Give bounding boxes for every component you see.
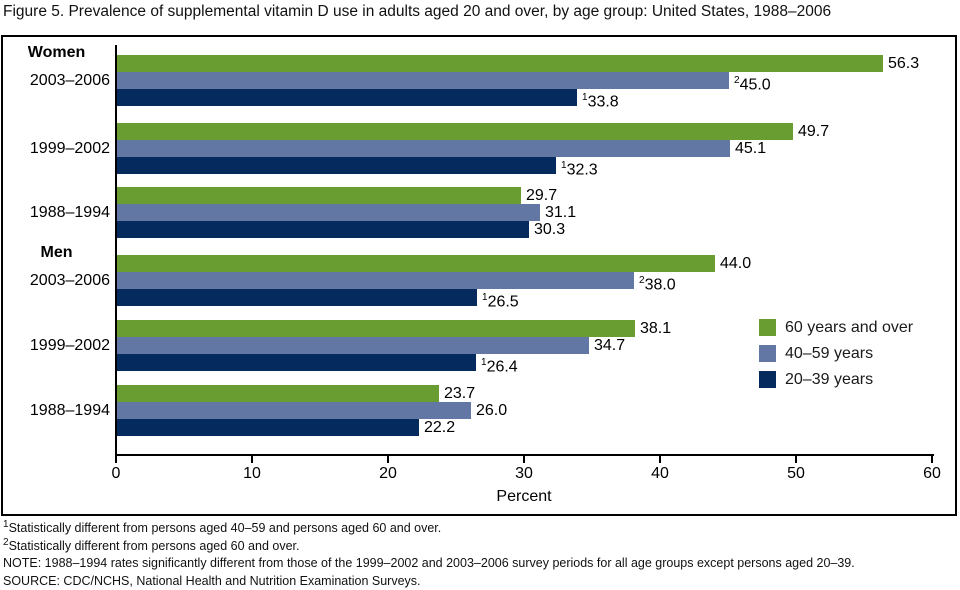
bar-60-years-and-over	[117, 255, 715, 272]
bar-40-59-years	[117, 272, 634, 289]
legend-item-60-years-and-over: 60 years and over	[759, 319, 913, 336]
period-label: 2003–2006	[29, 72, 110, 89]
legend-swatch-60-years-and-over	[759, 319, 776, 336]
bar-60-years-and-over	[117, 55, 883, 72]
legend-item-20-39-years: 20–39 years	[759, 371, 873, 388]
bar-value-label: 31.1	[545, 204, 577, 221]
bar-40-59-years	[117, 402, 471, 419]
x-axis-tick-label: 30	[515, 465, 533, 482]
bar-value-label: 133.8	[582, 92, 619, 111]
bar-20-39-years	[117, 419, 419, 436]
x-axis-tick	[795, 454, 797, 463]
period-label: 1999–2002	[29, 337, 110, 354]
significance-superscript: 2	[734, 75, 740, 86]
x-axis-tick-label: 60	[923, 465, 941, 482]
legend-swatch-40-59-years	[759, 345, 776, 362]
bar-value-label: 238.0	[639, 275, 676, 294]
x-axis-tick-label: 40	[651, 465, 669, 482]
figure-title: Figure 5. Prevalence of supplemental vit…	[3, 3, 832, 20]
significance-superscript: 1	[482, 292, 488, 303]
legend-label: 20–39 years	[785, 371, 874, 388]
chart-plot-area: Women 2003–2006 56.3 245.0 133.8 1999–2002 49.…	[3, 37, 955, 514]
bar-value-label: 44.0	[720, 255, 752, 272]
x-axis-tick-label: 20	[379, 465, 397, 482]
bar-value-label: 34.7	[594, 337, 626, 354]
bar-60-years-and-over	[117, 320, 635, 337]
bar-value-label: 45.1	[735, 140, 767, 157]
x-axis-tick-label: 50	[787, 465, 805, 482]
x-axis-tick	[387, 454, 389, 463]
legend-item-40-59-years: 40–59 years	[759, 345, 873, 362]
section-label-women: Women	[27, 44, 86, 61]
bar-60-years-and-over	[117, 123, 793, 140]
x-axis-title: Percent	[496, 488, 552, 505]
bar-20-39-years	[117, 89, 577, 106]
bar-value-label: 23.7	[444, 385, 476, 402]
bar-value-label: 126.4	[481, 357, 518, 376]
significance-superscript: 1	[561, 160, 567, 171]
footnote-2: 2Statistically different from persons ag…	[3, 537, 957, 553]
x-axis-tick	[115, 454, 117, 463]
chart-frame: Women 2003–2006 56.3 245.0 133.8 1999–2002 49.…	[1, 35, 957, 516]
x-axis-tick-label: 0	[111, 465, 121, 482]
significance-superscript: 1	[582, 92, 588, 103]
footnote-2-text: Statistically different from persons age…	[8, 539, 300, 554]
footnote-note: NOTE: 1988–1994 rates significantly diff…	[3, 556, 957, 570]
bar-value-label: 56.3	[888, 55, 920, 72]
bar-40-59-years	[117, 72, 729, 89]
footnote-note-text: NOTE: 1988–1994 rates significantly diff…	[3, 556, 855, 570]
footnote-1: 1Statistically different from persons ag…	[3, 519, 957, 535]
legend-label: 60 years and over	[785, 319, 914, 336]
bar-value-label: 22.2	[424, 419, 456, 436]
bar-20-39-years	[117, 354, 476, 371]
bar-value-label: 245.0	[734, 75, 771, 94]
bar-value-label: 30.3	[534, 221, 566, 238]
bar-value-label: 132.3	[561, 160, 598, 179]
period-label: 1988–1994	[29, 204, 110, 221]
footnote-source: SOURCE: CDC/NCHS, National Health and Nu…	[3, 574, 957, 588]
period-label: 1988–1994	[29, 402, 110, 419]
period-label: 2003–2006	[29, 272, 110, 289]
bar-60-years-and-over	[117, 385, 439, 402]
footnote-2-marker: 2	[3, 537, 9, 548]
y-axis-line	[115, 45, 117, 456]
period-label: 1999–2002	[29, 140, 110, 157]
legend-label: 40–59 years	[785, 345, 874, 362]
bar-40-59-years	[117, 337, 589, 354]
bar-40-59-years	[117, 204, 540, 221]
x-axis-tick	[523, 454, 525, 463]
bar-60-years-and-over	[117, 187, 521, 204]
section-label-men: Men	[40, 244, 73, 261]
bar-20-39-years	[117, 289, 477, 306]
footnote-source-text: SOURCE: CDC/NCHS, National Health and Nu…	[3, 574, 421, 588]
x-axis-tick	[659, 454, 661, 463]
significance-superscript: 2	[639, 275, 645, 286]
x-axis-tick-label: 10	[243, 465, 261, 482]
legend-swatch-20-39-years	[759, 371, 776, 388]
footnote-1-marker: 1	[3, 519, 9, 530]
bar-value-label: 38.1	[640, 320, 672, 337]
bar-20-39-years	[117, 221, 529, 238]
bar-value-label: 26.0	[476, 402, 508, 419]
x-axis-tick	[251, 454, 253, 463]
footnote-1-text: Statistically different from persons age…	[8, 521, 442, 536]
bar-value-label: 49.7	[798, 123, 830, 140]
bar-value-label: 29.7	[526, 187, 558, 204]
bar-20-39-years	[117, 157, 556, 174]
bar-40-59-years	[117, 140, 730, 157]
x-axis-tick	[931, 454, 933, 463]
bar-value-label: 126.5	[482, 292, 519, 311]
significance-superscript: 1	[481, 357, 487, 368]
